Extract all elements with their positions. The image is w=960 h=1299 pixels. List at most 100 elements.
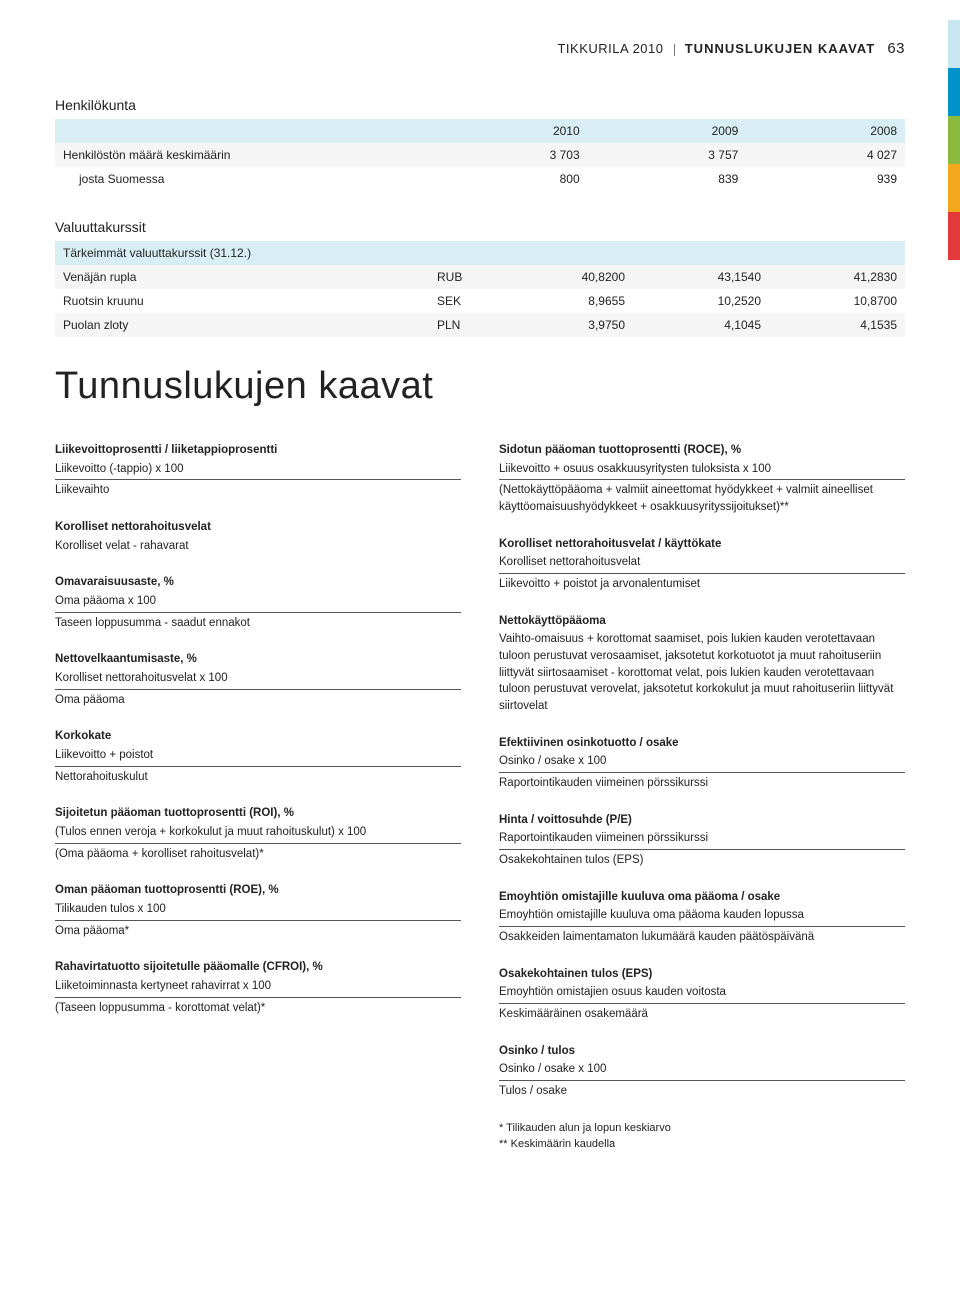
formula-block: NettokäyttöpääomaVaihto-omaisuus + korot… bbox=[499, 613, 905, 715]
cell-value: 10,2520 bbox=[633, 289, 769, 313]
formula-numerator: Emoyhtiön omistajille kuuluva oma pääoma… bbox=[499, 907, 905, 924]
main-heading: Tunnuslukujen kaavat bbox=[55, 365, 905, 408]
cell-value: 839 bbox=[588, 167, 747, 191]
table-row: Ruotsin kruunu SEK 8,9655 10,2520 10,870… bbox=[55, 289, 905, 313]
formula-title: Korkokate bbox=[55, 728, 461, 745]
formula-title: Oman pääoman tuottoprosentti (ROE), % bbox=[55, 882, 461, 899]
footnotes: * Tilikauden alun ja lopun keskiarvo** K… bbox=[499, 1120, 905, 1153]
formula-denominator: Nettorahoituskulut bbox=[55, 769, 461, 786]
formula-block: Hinta / voittosuhde (P/E)Raportointikaud… bbox=[499, 812, 905, 869]
cell-value: 10,8700 bbox=[769, 289, 905, 313]
formula-block: Korkokate Liikevoitto + poistot Nettorahoi… bbox=[55, 728, 461, 785]
formula-numerator: Korolliset velat - rahavarat bbox=[55, 538, 461, 555]
cell-label: josta Suomessa bbox=[55, 167, 429, 191]
formula-block: Korolliset nettorahoitusvelatKorolliset … bbox=[55, 519, 461, 554]
col-blank bbox=[55, 119, 429, 143]
formula-title: Korolliset nettorahoitusvelat / käyttöka… bbox=[499, 536, 905, 553]
formula-block: Osinko / tulosOsinko / osake x 100Tulos … bbox=[499, 1043, 905, 1100]
col-2010: 2010 bbox=[429, 119, 588, 143]
table-row: Venäjän rupla RUB 40,8200 43,1540 41,283… bbox=[55, 265, 905, 289]
cell-value: 4,1535 bbox=[769, 313, 905, 337]
formula-numerator: Oma pääoma x 100 bbox=[55, 593, 461, 610]
formulas-left-column: Liikevoittoprosentti / liiketappioprosen… bbox=[55, 442, 461, 1153]
cell-label: Venäjän rupla bbox=[55, 265, 429, 289]
formula-block: Korolliset nettorahoitusvelat / käyttöka… bbox=[499, 536, 905, 593]
formula-numerator: Emoyhtiön omistajien osuus kauden voitos… bbox=[499, 984, 905, 1001]
formula-denominator: (Oma pääoma + korolliset rahoitusvelat)* bbox=[55, 846, 461, 863]
cell-value: 8,9655 bbox=[497, 289, 633, 313]
formula-denominator: Osakekohtainen tulos (EPS) bbox=[499, 852, 905, 869]
valuuttakurssit-table: Tärkeimmät valuuttakurssit (31.12.) Venä… bbox=[55, 241, 905, 337]
page-header: TIKKURILA 2010 TUNNUSLUKUJEN KAAVAT 63 bbox=[55, 40, 905, 57]
cell-value: 40,8200 bbox=[497, 265, 633, 289]
cell-value: 4,1045 bbox=[633, 313, 769, 337]
cell-value: 4 027 bbox=[746, 143, 905, 167]
table-row: josta Suomessa 800 839 939 bbox=[55, 167, 905, 191]
formula-denominator: Osakkeiden laimentamaton lukumäärä kaude… bbox=[499, 929, 905, 946]
formula-numerator: Liikevoitto + poistot bbox=[55, 747, 461, 764]
formula-block: Osakekohtainen tulos (EPS)Emoyhtiön omis… bbox=[499, 966, 905, 1023]
formula-divider bbox=[499, 1003, 905, 1004]
formula-numerator: Osinko / osake x 100 bbox=[499, 1061, 905, 1078]
formula-denominator: Tulos / osake bbox=[499, 1083, 905, 1100]
formula-title: Liikevoittoprosentti / liiketappioprosen… bbox=[55, 442, 461, 459]
formula-divider bbox=[55, 920, 461, 921]
formula-numerator: Korolliset nettorahoitusvelat bbox=[499, 554, 905, 571]
formulas-right-column: Sidotun pääoman tuottoprosentti (ROCE), … bbox=[499, 442, 905, 1153]
formula-numerator: Liikevoitto (-tappio) x 100 bbox=[55, 461, 461, 478]
cell-code: PLN bbox=[429, 313, 497, 337]
cell-label: Ruotsin kruunu bbox=[55, 289, 429, 313]
formula-numerator: Tilikauden tulos x 100 bbox=[55, 901, 461, 918]
formula-denominator: Keskimääräinen osakemäärä bbox=[499, 1006, 905, 1023]
formula-denominator: Liikevaihto bbox=[55, 482, 461, 499]
formula-block: Rahavirtatuotto sijoitetulle pääomalle (… bbox=[55, 959, 461, 1016]
col-blank bbox=[633, 241, 769, 265]
formula-divider bbox=[499, 1080, 905, 1081]
cell-label: Puolan zloty bbox=[55, 313, 429, 337]
side-color-tabs bbox=[948, 20, 960, 260]
formula-denominator: Liikevoitto + poistot ja arvonalentumise… bbox=[499, 576, 905, 593]
formula-divider bbox=[55, 612, 461, 613]
formula-numerator: Osinko / osake x 100 bbox=[499, 753, 905, 770]
tab-color-1 bbox=[948, 20, 960, 68]
formula-divider bbox=[499, 772, 905, 773]
cell-value: 41,2830 bbox=[769, 265, 905, 289]
formula-divider bbox=[499, 849, 905, 850]
valuuttakurssit-subtitle: Tärkeimmät valuuttakurssit (31.12.) bbox=[55, 241, 497, 265]
formula-divider bbox=[499, 479, 905, 480]
brand-text: TIKKURILA 2010 bbox=[557, 41, 663, 56]
cell-value: 43,1540 bbox=[633, 265, 769, 289]
col-2008: 2008 bbox=[746, 119, 905, 143]
formula-title: Hinta / voittosuhde (P/E) bbox=[499, 812, 905, 829]
formula-title: Sidotun pääoman tuottoprosentti (ROCE), … bbox=[499, 442, 905, 459]
col-blank bbox=[497, 241, 633, 265]
formula-block: Oman pääoman tuottoprosentti (ROE), % Til… bbox=[55, 882, 461, 939]
tab-color-4 bbox=[948, 164, 960, 212]
formula-numerator: (Tulos ennen veroja + korkokulut ja muut… bbox=[55, 824, 461, 841]
formula-title: Nettokäyttöpääoma bbox=[499, 613, 905, 630]
formula-title: Rahavirtatuotto sijoitetulle pääomalle (… bbox=[55, 959, 461, 976]
formula-block: Sidotun pääoman tuottoprosentti (ROCE), … bbox=[499, 442, 905, 516]
formula-title: Emoyhtiön omistajille kuuluva oma pääoma… bbox=[499, 889, 905, 906]
cell-value: 3 757 bbox=[588, 143, 747, 167]
formula-divider bbox=[499, 926, 905, 927]
henkilokunta-table: 2010 2009 2008 Henkilöstön määrä keskimä… bbox=[55, 119, 905, 191]
col-blank bbox=[769, 241, 905, 265]
cell-value: 800 bbox=[429, 167, 588, 191]
tab-color-5 bbox=[948, 212, 960, 260]
formula-block: Sijoitetun pääoman tuottoprosentti (ROI)… bbox=[55, 805, 461, 862]
header-divider-icon bbox=[674, 44, 675, 56]
formula-title: Omavaraisuusaste, % bbox=[55, 574, 461, 591]
cell-label: Henkilöstön määrä keskimäärin bbox=[55, 143, 429, 167]
formula-numerator: Liikevoitto + osuus osakkuusyritysten tu… bbox=[499, 461, 905, 478]
formula-title: Sijoitetun pääoman tuottoprosentti (ROI)… bbox=[55, 805, 461, 822]
formula-numerator: Korolliset nettorahoitusvelat x 100 bbox=[55, 670, 461, 687]
col-2009: 2009 bbox=[588, 119, 747, 143]
formula-denominator: Taseen loppusumma - saadut ennakot bbox=[55, 615, 461, 632]
formula-block: Omavaraisuusaste, % Oma pääoma x 100 Tasee… bbox=[55, 574, 461, 631]
formula-block: Efektiivinen osinkotuotto / osakeOsinko … bbox=[499, 735, 905, 792]
formula-divider bbox=[55, 997, 461, 998]
formula-numerator: Liiketoiminnasta kertyneet rahavirrat x … bbox=[55, 978, 461, 995]
formula-divider bbox=[55, 479, 461, 480]
formula-denominator: Raportointikauden viimeinen pörssikurssi bbox=[499, 775, 905, 792]
